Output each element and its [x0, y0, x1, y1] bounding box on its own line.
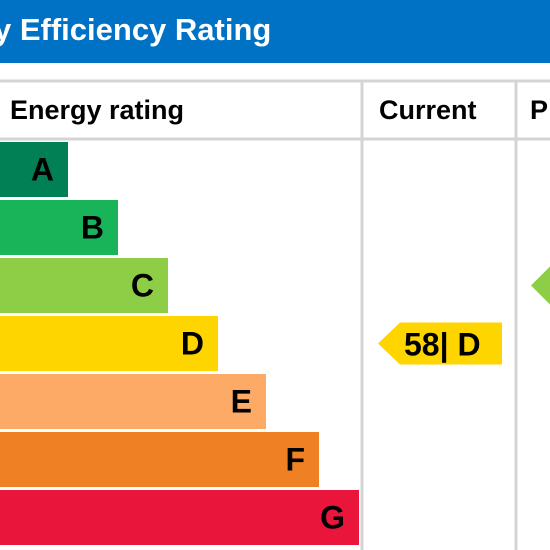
table-grid [0, 79, 550, 550]
potential-rating-badge [531, 266, 550, 305]
current-header: Current [379, 95, 477, 125]
bar-A [0, 142, 68, 197]
letter-E: E [231, 384, 252, 420]
current-arrow-shape [378, 322, 502, 365]
bar-D [0, 316, 218, 371]
rating-letters: A B C D E F G [31, 152, 345, 536]
letter-F: F [285, 442, 305, 478]
current-rating-label: 58| D [404, 327, 481, 363]
letter-A: A [31, 152, 54, 188]
current-rating-badge: 58| D [378, 322, 502, 365]
letter-C: C [131, 268, 154, 304]
bar-F [0, 432, 319, 487]
rating-bars [0, 142, 359, 545]
bar-G [0, 490, 359, 545]
energy-rating-header: Energy rating [10, 95, 184, 125]
bar-B [0, 200, 118, 255]
letter-D: D [181, 326, 204, 362]
potential-header: P [530, 95, 548, 125]
letter-G: G [320, 500, 345, 536]
page-title: y Efficiency Rating [0, 12, 272, 47]
title-banner: y Efficiency Rating [0, 0, 550, 63]
potential-arrow-shape [531, 266, 550, 305]
bar-E [0, 374, 266, 429]
letter-B: B [81, 210, 104, 246]
bar-C [0, 258, 168, 313]
